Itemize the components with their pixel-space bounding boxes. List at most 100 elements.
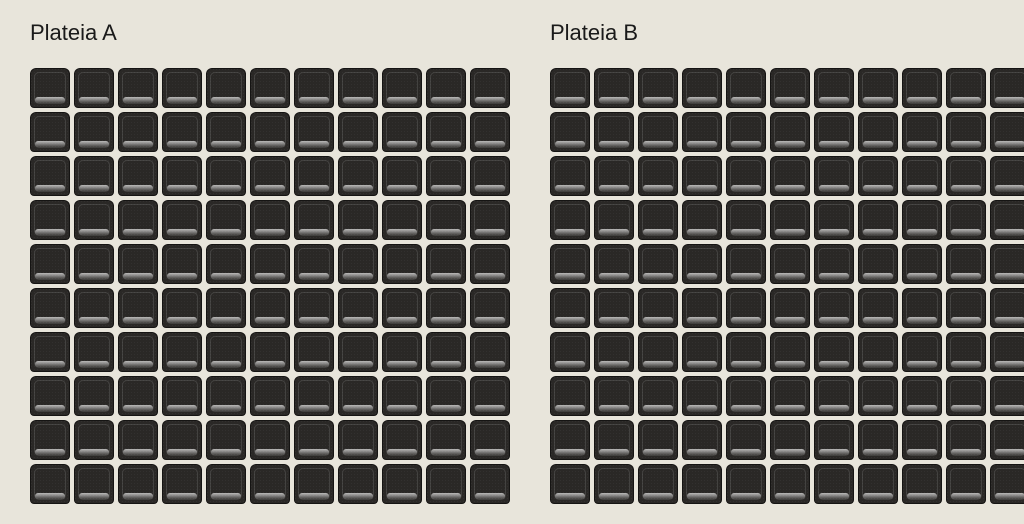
seat (162, 288, 202, 328)
seat (550, 244, 590, 284)
seat (118, 68, 158, 108)
seat (902, 288, 942, 328)
seat (206, 376, 246, 416)
seat (770, 464, 810, 504)
seat (946, 288, 986, 328)
seat (770, 156, 810, 196)
section-title-a: Plateia A (30, 20, 510, 46)
seat (30, 68, 70, 108)
seat (470, 464, 510, 504)
seat (162, 244, 202, 284)
seat (118, 112, 158, 152)
seat (902, 376, 942, 416)
seat (638, 156, 678, 196)
seat (594, 200, 634, 240)
seat (770, 376, 810, 416)
seat (946, 244, 986, 284)
seat (74, 68, 114, 108)
seat (162, 200, 202, 240)
seat (382, 332, 422, 372)
seat (550, 288, 590, 328)
seat (162, 156, 202, 196)
seat (30, 200, 70, 240)
seat (682, 112, 722, 152)
seat (426, 376, 466, 416)
seat (162, 376, 202, 416)
seat (594, 244, 634, 284)
seat (338, 376, 378, 416)
seat (990, 112, 1024, 152)
seat (250, 332, 290, 372)
seat (990, 200, 1024, 240)
seat (118, 288, 158, 328)
seat (426, 112, 466, 152)
seat (118, 420, 158, 460)
seat (74, 332, 114, 372)
seat (858, 420, 898, 460)
seat (426, 244, 466, 284)
seat (470, 112, 510, 152)
seat (814, 68, 854, 108)
seat (638, 244, 678, 284)
seat (338, 200, 378, 240)
seat (858, 376, 898, 416)
seat (990, 288, 1024, 328)
seat (338, 464, 378, 504)
seat (470, 68, 510, 108)
seat (550, 332, 590, 372)
seat (770, 112, 810, 152)
seat (74, 376, 114, 416)
seat (118, 156, 158, 196)
seat (470, 200, 510, 240)
seat (990, 156, 1024, 196)
seat (902, 464, 942, 504)
seat-grid-a (30, 68, 510, 504)
seat (990, 68, 1024, 108)
seat (946, 332, 986, 372)
seat (30, 464, 70, 504)
seat (638, 112, 678, 152)
seat (382, 112, 422, 152)
seat (946, 376, 986, 416)
seat (946, 464, 986, 504)
seat (162, 112, 202, 152)
seat (206, 420, 246, 460)
section-plateia-a: Plateia A (30, 20, 510, 504)
seat (858, 200, 898, 240)
seat (338, 68, 378, 108)
seat (382, 376, 422, 416)
seat (294, 68, 334, 108)
seat (30, 244, 70, 284)
seat (294, 420, 334, 460)
seat (426, 288, 466, 328)
seat (858, 156, 898, 196)
seat (470, 244, 510, 284)
seat (550, 376, 590, 416)
seat (294, 288, 334, 328)
seat (382, 68, 422, 108)
seat (162, 332, 202, 372)
seat (638, 68, 678, 108)
seat (250, 200, 290, 240)
seat (294, 376, 334, 416)
seat (550, 420, 590, 460)
seat (726, 156, 766, 196)
section-plateia-b: Plateia B (550, 20, 1024, 504)
seat (946, 200, 986, 240)
seat (594, 332, 634, 372)
seat (250, 112, 290, 152)
seat (206, 156, 246, 196)
seat (250, 156, 290, 196)
seat (74, 244, 114, 284)
seat (726, 376, 766, 416)
seat (250, 68, 290, 108)
seat (770, 200, 810, 240)
seat (382, 288, 422, 328)
seat (902, 156, 942, 196)
seat (726, 288, 766, 328)
seat (338, 156, 378, 196)
seat (682, 332, 722, 372)
seat (30, 332, 70, 372)
seat (426, 156, 466, 196)
seat (638, 420, 678, 460)
